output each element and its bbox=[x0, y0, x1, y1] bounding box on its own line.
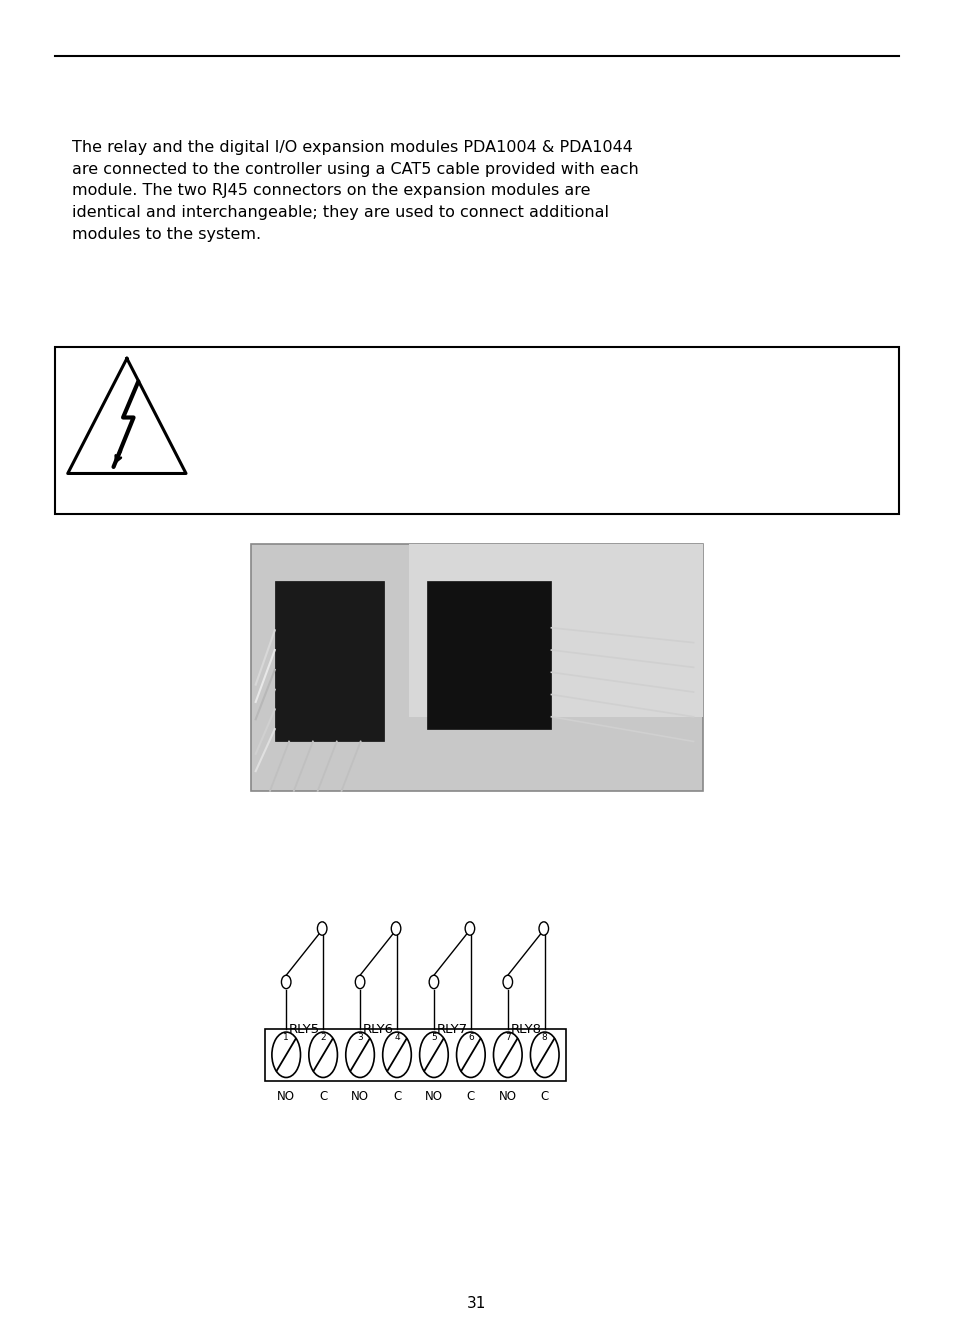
Polygon shape bbox=[68, 358, 186, 473]
Text: RLY8: RLY8 bbox=[510, 1023, 541, 1037]
Text: 4: 4 bbox=[394, 1033, 399, 1042]
Ellipse shape bbox=[309, 1031, 337, 1077]
Text: C: C bbox=[318, 1090, 327, 1104]
Bar bbox=[251, 544, 702, 791]
Bar bbox=[55, 347, 898, 514]
Text: NO: NO bbox=[277, 1090, 294, 1104]
Text: NO: NO bbox=[351, 1090, 369, 1104]
Circle shape bbox=[317, 922, 327, 935]
Text: The relay and the digital I/O expansion modules PDA1004 & PDA1044
are connected : The relay and the digital I/O expansion … bbox=[71, 140, 638, 242]
Ellipse shape bbox=[419, 1031, 448, 1077]
Bar bbox=[427, 581, 551, 729]
Text: 3: 3 bbox=[356, 1033, 362, 1042]
Text: RLY5: RLY5 bbox=[289, 1023, 320, 1037]
Text: 7: 7 bbox=[504, 1033, 510, 1042]
Text: C: C bbox=[540, 1090, 548, 1104]
Text: 5: 5 bbox=[431, 1033, 436, 1042]
Circle shape bbox=[465, 922, 475, 935]
Circle shape bbox=[281, 975, 291, 989]
Circle shape bbox=[429, 975, 438, 989]
Text: C: C bbox=[393, 1090, 400, 1104]
Circle shape bbox=[391, 922, 400, 935]
Text: 6: 6 bbox=[468, 1033, 474, 1042]
Circle shape bbox=[538, 922, 548, 935]
Ellipse shape bbox=[530, 1031, 558, 1077]
Text: 1: 1 bbox=[283, 1033, 289, 1042]
Ellipse shape bbox=[493, 1031, 521, 1077]
Text: 8: 8 bbox=[541, 1033, 547, 1042]
Circle shape bbox=[355, 975, 364, 989]
Bar bbox=[265, 1029, 565, 1081]
Bar bbox=[409, 544, 702, 717]
Text: 2: 2 bbox=[320, 1033, 326, 1042]
Text: RLY6: RLY6 bbox=[363, 1023, 394, 1037]
Ellipse shape bbox=[272, 1031, 300, 1077]
Text: C: C bbox=[466, 1090, 475, 1104]
Ellipse shape bbox=[456, 1031, 485, 1077]
Bar bbox=[274, 581, 384, 741]
Text: NO: NO bbox=[498, 1090, 517, 1104]
Ellipse shape bbox=[382, 1031, 411, 1077]
Circle shape bbox=[502, 975, 512, 989]
Text: 31: 31 bbox=[467, 1296, 486, 1312]
Text: NO: NO bbox=[424, 1090, 442, 1104]
Ellipse shape bbox=[345, 1031, 374, 1077]
Text: RLY7: RLY7 bbox=[436, 1023, 468, 1037]
